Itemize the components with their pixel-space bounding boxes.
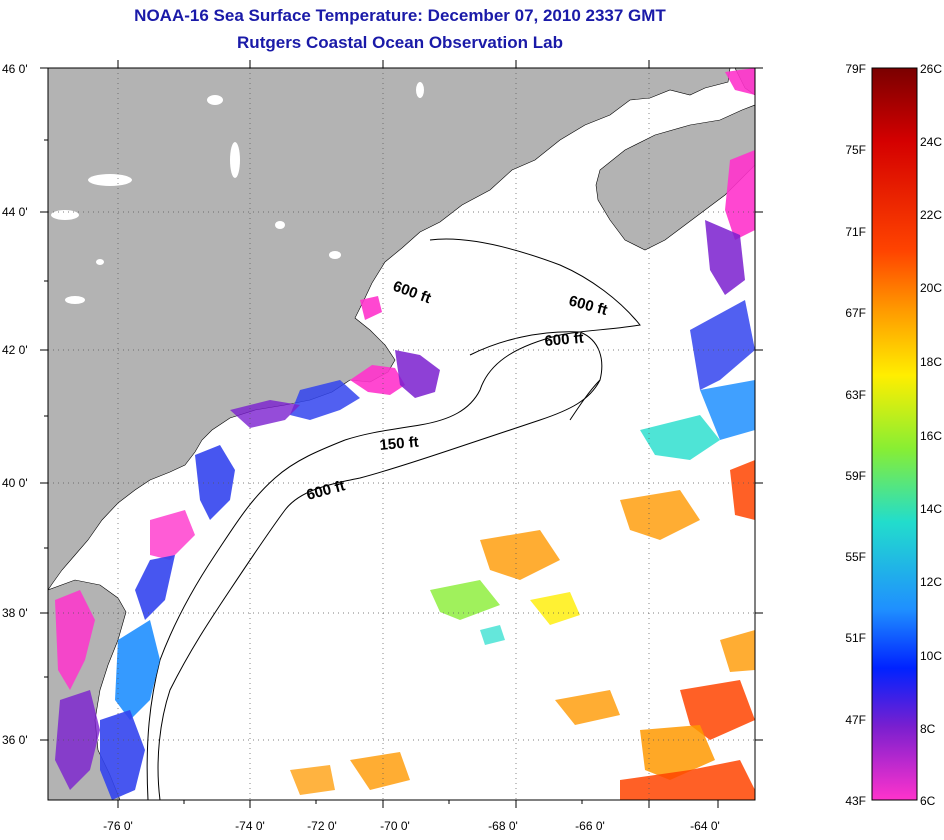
c-label-8: 8C [920, 722, 936, 736]
c-label-10: 10C [920, 649, 942, 663]
f-label-47: 47F [845, 713, 866, 727]
map-subtitle: Rutgers Coastal Ocean Observation Lab [237, 33, 563, 52]
f-label-79: 79F [845, 62, 866, 76]
longitude-labels: -76 0' -74 0' -72 0' -70 0' -68 0' -66 0… [103, 819, 720, 833]
c-label-18: 18C [920, 355, 942, 369]
lat-label-36: 36 0' [2, 733, 28, 747]
contour-label-600ft-c: 600 ft [544, 330, 585, 350]
land-nova-scotia [595, 104, 755, 251]
lat-label-38: 38 0' [2, 606, 28, 620]
f-label-71: 71F [845, 225, 866, 239]
sst-coastal-cold [55, 68, 755, 800]
sst-offshore-warm [290, 380, 755, 800]
lat-label-40: 40 0' [2, 476, 28, 490]
latitude-labels: 46 0' 44 0' 42 0' 40 0' 38 0' 36 0' [2, 62, 28, 747]
f-label-63: 63F [845, 388, 866, 402]
colorbar-fahrenheit-labels: 79F 75F 71F 67F 63F 59F 55F 51F 47F 43F [845, 62, 866, 808]
lon-label-74: -74 0' [235, 819, 265, 833]
c-label-12: 12C [920, 575, 942, 589]
c-label-16: 16C [920, 429, 942, 443]
lat-label-44: 44 0' [2, 205, 28, 219]
bathymetry-contours [146, 238, 641, 800]
lakes [51, 82, 424, 304]
c-label-14: 14C [920, 502, 942, 516]
c-label-26: 26C [920, 62, 942, 76]
map-frame [47, 67, 756, 801]
c-label-24: 24C [920, 135, 942, 149]
temperature-colorbar [871, 67, 918, 801]
lat-label-42: 42 0' [2, 343, 28, 357]
graticule [48, 68, 755, 800]
lon-label-64: -64 0' [690, 819, 720, 833]
f-label-59: 59F [845, 469, 866, 483]
colorbar-celsius-labels: 26C 24C 22C 20C 18C 16C 14C 12C 10C 8C 6… [920, 62, 942, 808]
map-title: NOAA-16 Sea Surface Temperature: Decembe… [134, 6, 666, 25]
lon-label-70: -70 0' [380, 819, 410, 833]
land-mainland [48, 68, 731, 591]
c-label-6: 6C [920, 794, 936, 808]
lon-label-72: -72 0' [307, 819, 337, 833]
lon-label-68: -68 0' [488, 819, 518, 833]
c-label-22: 22C [920, 208, 942, 222]
contour-label-150ft: 150 ft [379, 434, 420, 454]
map-ticks [40, 60, 763, 808]
lon-label-66: -66 0' [575, 819, 605, 833]
f-label-51: 51F [845, 631, 866, 645]
f-label-43: 43F [845, 794, 866, 808]
f-label-75: 75F [845, 143, 866, 157]
c-label-20: 20C [920, 281, 942, 295]
f-label-67: 67F [845, 306, 866, 320]
lon-label-76: -76 0' [103, 819, 133, 833]
f-label-55: 55F [845, 550, 866, 564]
lat-label-46: 46 0' [2, 62, 28, 76]
